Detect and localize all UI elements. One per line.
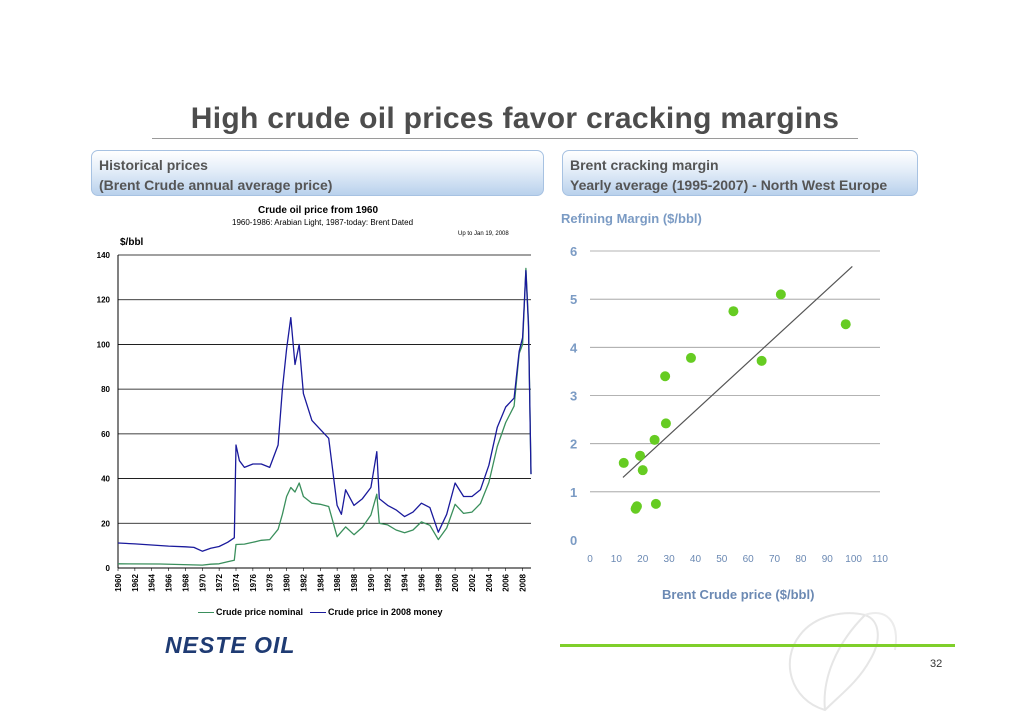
scatter-point — [635, 450, 646, 461]
right-chart-ytick-label: 1 — [570, 485, 577, 500]
right-chart-xtick-label: 20 — [637, 554, 649, 565]
legend-swatch-nominal — [198, 612, 214, 613]
cracking-margin-scatter-chart: 0 1 2 3 4 5 6 0 10 20 30 40 50 60 70 80 90 100 110 — [570, 244, 888, 565]
left-chart-xtick-label: 1968 — [181, 573, 190, 591]
left-chart-xtick-label: 2008 — [519, 573, 528, 591]
right-chart-xtick-label: 40 — [690, 554, 702, 565]
left-chart-xtick-label: 1966 — [165, 573, 174, 591]
left-chart-xtick-label: 1980 — [283, 573, 292, 591]
left-chart-xtick-label: 1976 — [249, 573, 258, 591]
scatter-point — [685, 352, 696, 363]
scatter-point — [660, 371, 671, 382]
left-chart-xtick-label: 1970 — [198, 573, 207, 591]
right-chart-xtick-label: 110 — [872, 554, 888, 565]
neste-oil-logo-graphic: NESTE OIL — [165, 632, 295, 658]
right-chart-xtick-label: 0 — [587, 554, 593, 565]
right-chart-xtick-label: 90 — [822, 554, 834, 565]
page-number: 32 — [930, 658, 943, 670]
left-chart-xtick-label: 2000 — [451, 573, 460, 591]
left-chart-xtick-label: 1960 — [114, 573, 123, 591]
right-chart-xtick-label: 100 — [845, 554, 862, 565]
left-chart-xtick-label: 1992 — [384, 573, 393, 591]
cracking-margin-header: Brent cracking margin Yearly average (19… — [562, 150, 918, 196]
scatter-point — [728, 306, 739, 317]
real-price-line — [117, 270, 532, 552]
title-divider — [152, 138, 858, 139]
scatter-point — [840, 319, 851, 330]
left-chart-subtitle: 1960-1986: Arabian Light, 1987-today: Br… — [232, 218, 414, 227]
left-chart-xtick-label: 1974 — [232, 573, 241, 591]
scatter-point — [618, 457, 629, 468]
left-chart-ytick-label: 100 — [97, 340, 111, 349]
left-chart-ytick-label: 120 — [97, 296, 111, 305]
left-chart-ytick-label: 40 — [101, 475, 110, 484]
logo-text: NESTE OIL — [165, 633, 295, 657]
right-chart-xtick-label: 80 — [795, 554, 807, 565]
historical-prices-header: Historical prices (Brent Crude annual av… — [91, 150, 544, 196]
scatter-point — [660, 418, 671, 429]
right-chart-ytick-label: 2 — [570, 437, 577, 452]
right-chart-xtick-label: 60 — [743, 554, 755, 565]
left-chart-xtick-label: 2004 — [485, 573, 494, 591]
scatter-point — [756, 355, 767, 366]
right-chart-xlabel: Brent Crude price ($/bbl) — [662, 587, 815, 602]
nominal-price-line — [117, 267, 532, 566]
left-chart-ytick-label: 140 — [97, 251, 111, 260]
legend-label-real: Crude price in 2008 money — [328, 607, 443, 617]
scatter-point — [650, 498, 661, 509]
right-chart-xtick-label: 70 — [769, 554, 781, 565]
right-chart-ytick-label: 5 — [570, 292, 577, 307]
left-chart-xtick-label: 1988 — [350, 573, 359, 591]
scatter-point — [649, 434, 660, 445]
right-header-line1: Brent cracking margin — [570, 157, 719, 173]
footer-green-bar — [560, 644, 955, 647]
right-chart-ytick-label: 4 — [570, 340, 578, 355]
left-chart-xtick-label: 1990 — [367, 573, 376, 591]
left-chart-ytick-label: 60 — [101, 430, 110, 439]
crude-price-history-chart: 0 20 40 60 80 100 120 140 1960 1962 1964 1966 1968 1… — [97, 251, 532, 592]
left-chart-xtick-label: 1998 — [434, 573, 443, 591]
left-chart-xtick-label: 1964 — [148, 573, 157, 591]
left-chart-xtick-label: 1978 — [266, 573, 275, 591]
right-chart-xtick-label: 50 — [716, 554, 728, 565]
trend-line — [622, 265, 853, 478]
right-chart-title: Refining Margin ($/bbl) — [561, 211, 702, 226]
right-chart-xtick-label: 10 — [611, 554, 623, 565]
left-chart-xtick-label: 1962 — [131, 573, 140, 591]
left-chart-xtick-label: 1994 — [401, 573, 410, 591]
left-chart-title: Crude oil price from 1960 — [258, 205, 379, 216]
left-header-line1: Historical prices — [99, 157, 208, 173]
scatter-point — [631, 501, 642, 512]
scatter-point — [775, 289, 786, 300]
left-chart-ytick-label: 80 — [101, 385, 110, 394]
right-chart-ytick-label: 3 — [570, 389, 577, 404]
right-chart-ytick-label: 6 — [570, 244, 577, 259]
left-chart-ylabel: $/bbl — [120, 237, 144, 248]
left-chart-xtick-label: 1972 — [215, 573, 224, 591]
left-chart-xtick-label: 1986 — [333, 573, 342, 591]
left-chart-xtick-label: 2002 — [468, 573, 477, 591]
left-chart-annotation: Up to Jan 19, 2008 — [458, 231, 509, 237]
left-header-line2: (Brent Crude annual average price) — [99, 177, 333, 193]
slide-title: High crude oil prices favor cracking mar… — [190, 102, 840, 135]
neste-oil-logo: NESTE OIL — [165, 632, 310, 658]
right-chart-xtick-label: 30 — [664, 554, 676, 565]
leaf-emblem-watermark — [788, 612, 897, 712]
right-chart-ytick-label: 0 — [570, 533, 577, 548]
left-chart-xtick-label: 1984 — [316, 573, 325, 591]
left-chart-xtick-label: 1996 — [417, 573, 426, 591]
left-chart-xtick-label: 2006 — [502, 573, 511, 591]
right-header-line2: Yearly average (1995-2007) - North West … — [570, 177, 888, 193]
left-chart-xtick-label: 1982 — [299, 573, 308, 591]
legend-label-nominal: Crude price nominal — [216, 607, 304, 617]
left-chart-ytick-label: 20 — [101, 519, 110, 528]
legend-swatch-real — [310, 612, 326, 613]
scatter-point — [637, 465, 648, 476]
left-chart-ytick-label: 0 — [106, 564, 111, 573]
